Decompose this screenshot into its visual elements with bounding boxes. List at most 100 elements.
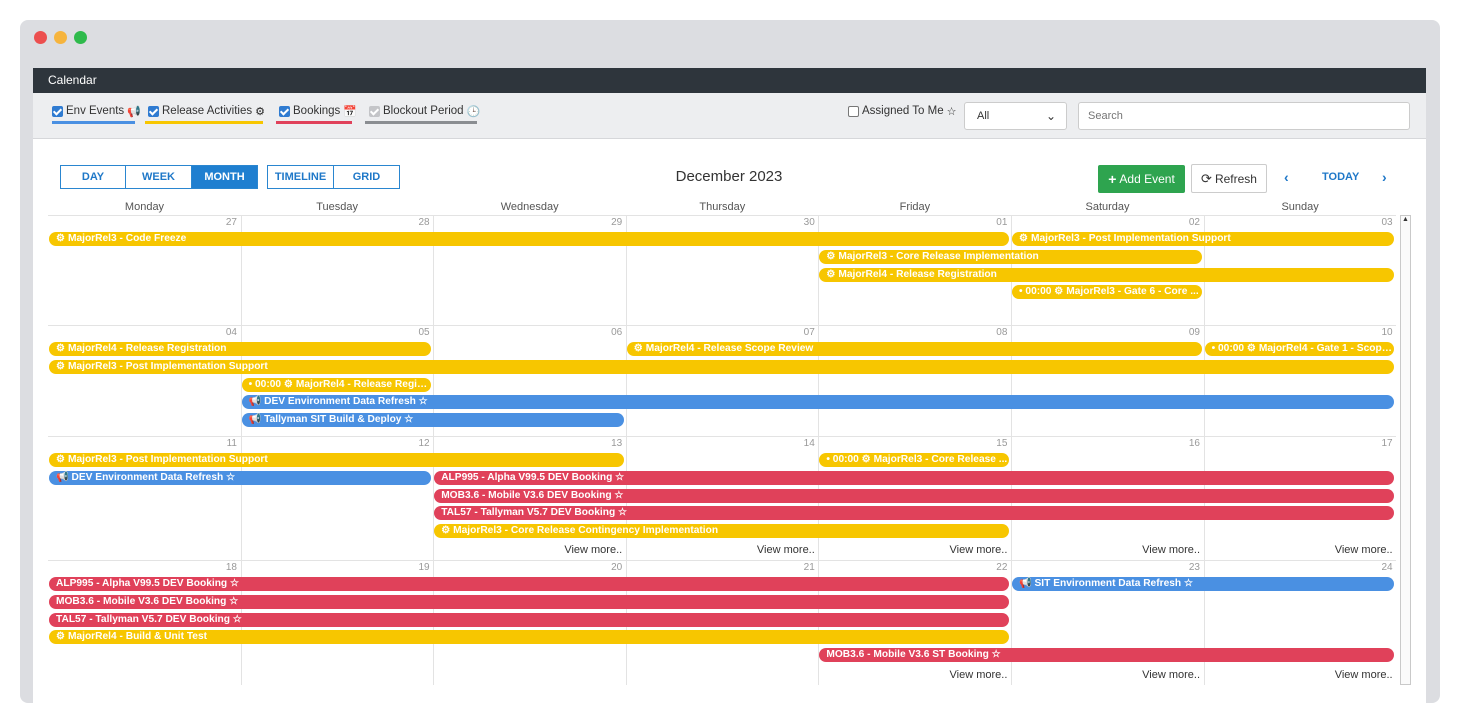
view-more-link[interactable]: View more.. (949, 669, 1008, 681)
view-more-link[interactable]: View more.. (564, 544, 623, 556)
booking-event[interactable]: ALP995 - Alpha V99.5 DEV Booking ☆ (49, 577, 1009, 591)
filter-release-activities[interactable]: Release Activities ⚙ (148, 104, 265, 118)
date-number[interactable]: 30 (803, 217, 815, 228)
date-number[interactable]: 18 (225, 562, 237, 573)
view-more-link[interactable]: View more.. (1334, 669, 1393, 681)
date-number[interactable]: 19 (418, 562, 430, 573)
booking-event[interactable]: MOB3.6 - Mobile V3.6 DEV Booking ☆ (49, 594, 1009, 609)
release-event[interactable]: • 00:00 ⚙ MajorRel3 - Gate 6 - Core ... (1012, 285, 1202, 300)
date-number[interactable]: 23 (1188, 562, 1200, 573)
view-more-link[interactable]: View more.. (1142, 544, 1200, 556)
date-number[interactable]: 15 (996, 438, 1008, 449)
search-input[interactable] (1078, 102, 1410, 130)
env-event[interactable]: 📢 DEV Environment Data Refresh ☆ (49, 470, 432, 485)
env-event[interactable]: 📢 SIT Environment Data Refresh ☆ (1012, 577, 1395, 591)
env-event[interactable]: 📢 Tallyman SIT Build & Deploy ☆ (241, 413, 624, 428)
date-number[interactable]: 01 (996, 217, 1008, 228)
release-event[interactable]: ⚙ MajorRel3 - Core Release Contingency I… (434, 524, 1009, 539)
week-divider (48, 436, 1396, 437)
release-activities-underline (145, 121, 263, 124)
date-number[interactable]: 04 (225, 327, 237, 338)
view-day-button[interactable]: DAY (60, 165, 126, 189)
prev-month-icon[interactable]: ‹ (1284, 169, 1289, 185)
date-number[interactable]: 03 (1381, 217, 1393, 228)
cogs-icon: ⚙ (255, 105, 265, 118)
add-event-button[interactable]: + Add Event (1098, 165, 1185, 193)
release-event[interactable]: • 00:00 ⚙ MajorRel3 - Core Release ... (819, 453, 1009, 467)
release-event[interactable]: ⚙ MajorRel3 - Code Freeze (49, 232, 1009, 246)
booking-event[interactable]: MOB3.6 - Mobile V3.6 ST Booking ☆ (819, 648, 1395, 663)
maximize-window-icon[interactable] (74, 31, 87, 44)
date-number[interactable]: 06 (611, 327, 623, 338)
date-number[interactable]: 07 (803, 327, 815, 338)
view-timeline-button[interactable]: TIMELINE (267, 165, 334, 189)
day-divider (818, 215, 820, 685)
date-number[interactable]: 28 (418, 217, 430, 228)
date-number[interactable]: 27 (225, 217, 237, 228)
release-event[interactable]: ⚙ MajorRel3 - Post Implementation Suppor… (1012, 232, 1395, 246)
date-number[interactable]: 20 (611, 562, 623, 573)
date-number[interactable]: 10 (1381, 327, 1393, 338)
filter-assigned-to-me[interactable]: Assigned To Me ☆ (848, 104, 957, 118)
view-grid-button[interactable]: GRID (333, 165, 400, 189)
date-number[interactable]: 12 (418, 438, 430, 449)
date-number[interactable]: 29 (611, 217, 623, 228)
close-window-icon[interactable] (34, 31, 47, 44)
date-number[interactable]: 21 (803, 562, 815, 573)
month-title: December 2023 (675, 168, 783, 185)
release-event[interactable]: ⚙ MajorRel3 - Post Implementation Suppor… (49, 359, 1395, 374)
scroll-up-icon[interactable]: ▲ (1402, 216, 1409, 223)
day-header: Saturday (1085, 201, 1130, 213)
view-more-link[interactable]: View more.. (756, 544, 815, 556)
date-number[interactable]: 22 (996, 562, 1008, 573)
release-event[interactable]: ⚙ MajorRel3 - Post Implementation Suppor… (49, 453, 624, 467)
booking-event[interactable]: TAL57 - Tallyman V5.7 DEV Booking ☆ (49, 612, 1009, 627)
date-number[interactable]: 24 (1381, 562, 1393, 573)
refresh-button[interactable]: ⟳ Refresh (1191, 164, 1267, 193)
date-number[interactable]: 09 (1188, 327, 1200, 338)
filter-env-events[interactable]: Env Events 📢 (52, 104, 141, 118)
filter-blockout-period[interactable]: Blockout Period 🕒 (369, 104, 480, 118)
release-event[interactable]: • 00:00 ⚙ MajorRel4 - Gate 1 - Scope... (1204, 342, 1395, 356)
blockout-period-checkbox[interactable] (369, 105, 380, 117)
minimize-window-icon[interactable] (54, 31, 67, 44)
bookings-checkbox[interactable] (279, 105, 290, 117)
date-number[interactable]: 14 (803, 438, 815, 449)
calendar-scrollbar[interactable] (1400, 215, 1411, 685)
release-event[interactable]: ⚙ MajorRel4 - Release Registration (819, 267, 1395, 282)
calendar-check-icon: 📅 (343, 105, 358, 118)
date-number[interactable]: 02 (1188, 217, 1200, 228)
next-month-icon[interactable]: › (1382, 169, 1387, 185)
date-number[interactable]: 08 (996, 327, 1008, 338)
date-number[interactable]: 16 (1188, 438, 1200, 449)
env-events-checkbox[interactable] (52, 105, 63, 117)
view-more-link[interactable]: View more.. (1142, 669, 1200, 681)
day-divider (625, 215, 627, 685)
release-event[interactable]: ⚙ MajorRel4 - Release Scope Review (626, 342, 1202, 356)
booking-event[interactable]: TAL57 - Tallyman V5.7 DEV Booking ☆ (434, 506, 1395, 521)
date-number[interactable]: 17 (1381, 438, 1393, 449)
event-filter-select[interactable]: All ⌄ (964, 102, 1067, 130)
release-event[interactable]: ⚙ MajorRel4 - Build & Unit Test (49, 630, 1009, 645)
date-number[interactable]: 13 (611, 438, 623, 449)
booking-event[interactable]: ALP995 - Alpha V99.5 DEV Booking ☆ (434, 470, 1395, 485)
view-month-button[interactable]: MONTH (191, 165, 258, 189)
release-activities-checkbox[interactable] (148, 105, 159, 117)
today-button[interactable]: TODAY (1322, 171, 1360, 183)
date-number[interactable]: 11 (226, 438, 237, 449)
assigned-to-me-checkbox[interactable] (848, 105, 859, 117)
day-header: Monday (124, 201, 165, 213)
view-more-link[interactable]: View more.. (949, 544, 1008, 556)
day-divider (1011, 215, 1012, 685)
booking-event[interactable]: MOB3.6 - Mobile V3.6 DEV Booking ☆ (434, 488, 1395, 503)
view-more-link[interactable]: View more.. (1334, 544, 1393, 556)
release-event[interactable]: • 00:00 ⚙ MajorRel4 - Release Regist... (241, 377, 432, 392)
app-title: Calendar (33, 68, 1426, 93)
release-event[interactable]: ⚙ MajorRel4 - Release Registration (49, 342, 432, 356)
release-event[interactable]: ⚙ MajorRel3 - Core Release Implementatio… (819, 249, 1202, 264)
date-number[interactable]: 05 (418, 327, 430, 338)
filter-bookings[interactable]: Bookings 📅 (279, 104, 357, 118)
env-event[interactable]: 📢 DEV Environment Data Refresh ☆ (241, 395, 1395, 410)
view-week-button[interactable]: WEEK (125, 165, 192, 189)
refresh-icon: ⟳ (1201, 170, 1212, 186)
